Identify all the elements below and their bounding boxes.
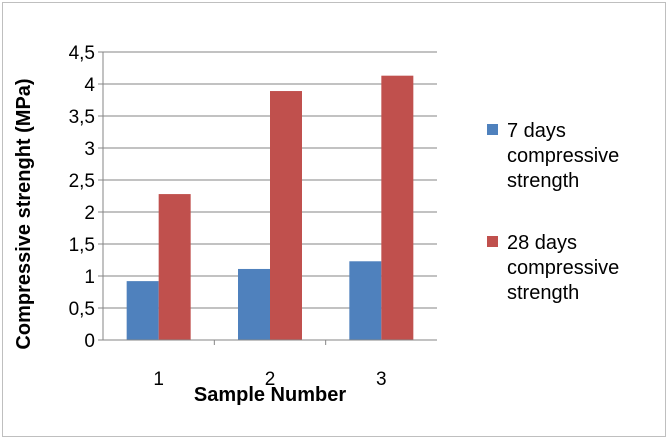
y-tick-labels: 0 0,5 1 1,5 2 2,5 3 3,5 4 4,5 <box>69 43 96 352</box>
x-axis-title: Sample Number <box>194 384 346 406</box>
axes <box>102 52 437 345</box>
y-tick-label: 3 <box>84 139 95 160</box>
legend-label-7-days: 7 days compressive strength <box>507 120 619 192</box>
bar-28-days-sample-1 <box>158 194 191 340</box>
x-tick-label: 1 <box>153 369 164 390</box>
bars <box>126 75 414 341</box>
y-tick-label: 2,5 <box>69 171 95 192</box>
y-axis-title: Compressive strenght (MPa) <box>13 78 35 349</box>
legend-label-28-days: 28 days compressive strength <box>507 232 619 304</box>
y-tick-label: 4,5 <box>69 43 95 64</box>
x-tick-label: 2 <box>265 369 276 390</box>
legend-swatch-28-days <box>487 236 498 247</box>
x-tick-labels: 1 2 3 <box>153 369 386 390</box>
y-tick-label: 0 <box>84 331 95 352</box>
y-tick-label: 4 <box>84 75 95 96</box>
bar-7-days-sample-3 <box>349 261 382 340</box>
y-tick-label: 2 <box>84 203 95 224</box>
y-tick-label: 1 <box>84 267 95 288</box>
bar-28-days-sample-3 <box>381 75 414 341</box>
y-tick-label: 3,5 <box>69 107 95 128</box>
bar-28-days-sample-2 <box>270 91 302 340</box>
bar-7-days-sample-2 <box>238 268 270 340</box>
legend-swatch-7-days <box>487 124 498 135</box>
bar-7-days-sample-1 <box>126 281 159 340</box>
chart-frame <box>2 2 666 437</box>
legend: 7 days compressive strength 28 days compress… <box>487 120 619 304</box>
y-tick-label: 0,5 <box>69 299 95 320</box>
x-tick-label: 3 <box>376 369 387 390</box>
y-tick-label: 1,5 <box>69 235 95 256</box>
